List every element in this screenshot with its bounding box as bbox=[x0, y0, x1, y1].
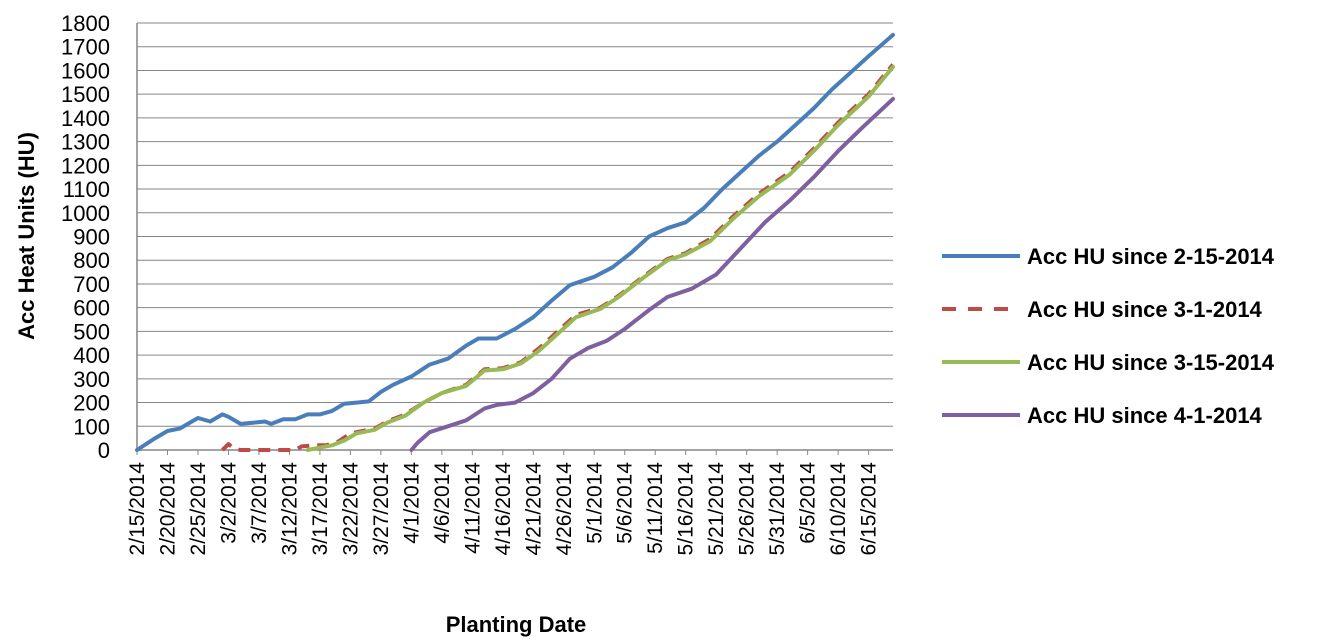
x-tick-label: 3/7/2014 bbox=[248, 462, 271, 544]
legend-label-3: Acc HU since 3-15-2014 bbox=[1027, 350, 1275, 375]
y-tick-label: 900 bbox=[73, 225, 110, 250]
legend-label-2: Acc HU since 3-1-2014 bbox=[1027, 297, 1263, 322]
x-tick-label: 4/1/2014 bbox=[400, 462, 423, 544]
x-tick-label: 3/27/2014 bbox=[370, 462, 393, 556]
y-tick-label: 1500 bbox=[61, 82, 110, 107]
x-tick-label: 6/5/2014 bbox=[797, 462, 820, 544]
series-line-4 bbox=[409, 96, 895, 452]
x-tick-labels: 2/15/2014 2/20/2014 2/25/2014 3/2/2014 3/7/2… bbox=[126, 462, 881, 556]
y-tick-label: 200 bbox=[73, 391, 110, 416]
series-lines bbox=[135, 32, 895, 452]
y-tick-label: 1200 bbox=[61, 153, 110, 178]
y-axis-title: Acc Heat Units (HU) bbox=[14, 132, 39, 340]
x-tick-label: 2/25/2014 bbox=[187, 462, 210, 556]
x-tick-label: 4/6/2014 bbox=[431, 462, 454, 544]
y-tick-label: 600 bbox=[73, 296, 110, 321]
y-tick-label: 100 bbox=[73, 414, 110, 439]
x-axis-title: Planting Date bbox=[446, 612, 587, 637]
legend: Acc HU since 2-15-2014 Acc HU since 3-1-2… bbox=[942, 244, 1275, 428]
y-tick-labels: 0100200300400500600700800900100011001200… bbox=[61, 11, 110, 463]
x-tick-label: 5/31/2014 bbox=[766, 462, 789, 556]
series-line-1 bbox=[135, 32, 895, 452]
legend-label-1: Acc HU since 2-15-2014 bbox=[1027, 244, 1275, 269]
y-tick-label: 500 bbox=[73, 319, 110, 344]
legend-label-4: Acc HU since 4-1-2014 bbox=[1027, 403, 1263, 428]
y-tick-label: 300 bbox=[73, 367, 110, 392]
gridlines bbox=[137, 22, 893, 427]
y-tick-label: 1000 bbox=[61, 201, 110, 226]
y-tick-label: 800 bbox=[73, 248, 110, 273]
x-tick-label: 4/26/2014 bbox=[553, 462, 576, 556]
x-tick-label: 6/15/2014 bbox=[858, 462, 881, 556]
y-tick-label: 1300 bbox=[61, 130, 110, 155]
x-tick-label: 4/21/2014 bbox=[522, 462, 545, 556]
x-tick-label: 4/11/2014 bbox=[461, 462, 484, 554]
y-tick-label: 1600 bbox=[61, 58, 110, 83]
series-line-2 bbox=[221, 63, 895, 452]
y-tick-label: 400 bbox=[73, 343, 110, 368]
x-tick-label: 5/1/2014 bbox=[583, 462, 606, 544]
y-tick-label: 0 bbox=[98, 438, 110, 463]
x-tick-label: 3/12/2014 bbox=[278, 462, 301, 556]
x-tick-label: 3/17/2014 bbox=[309, 462, 332, 556]
x-tick-label: 3/2/2014 bbox=[217, 462, 240, 544]
series-line-3 bbox=[305, 64, 895, 452]
axes bbox=[136, 23, 893, 455]
x-tick-label: 2/20/2014 bbox=[156, 462, 179, 556]
x-tick-label: 5/6/2014 bbox=[614, 462, 637, 544]
y-tick-label: 1100 bbox=[63, 177, 110, 202]
y-tick-label: 1400 bbox=[61, 106, 110, 131]
y-tick-label: 700 bbox=[73, 272, 110, 297]
x-tick-label: 5/21/2014 bbox=[705, 462, 728, 556]
x-tick-label: 6/10/2014 bbox=[827, 462, 850, 556]
x-tick-label: 3/22/2014 bbox=[339, 462, 362, 556]
x-tick-label: 5/16/2014 bbox=[675, 462, 698, 556]
x-tick-label: 2/15/2014 bbox=[126, 462, 149, 556]
y-tick-label: 1800 bbox=[61, 11, 110, 36]
x-tick-label: 4/16/2014 bbox=[492, 462, 515, 556]
x-tick-label: 5/26/2014 bbox=[736, 462, 759, 556]
x-tick-label: 5/11/2014 bbox=[644, 462, 667, 554]
y-tick-label: 1700 bbox=[61, 35, 110, 60]
